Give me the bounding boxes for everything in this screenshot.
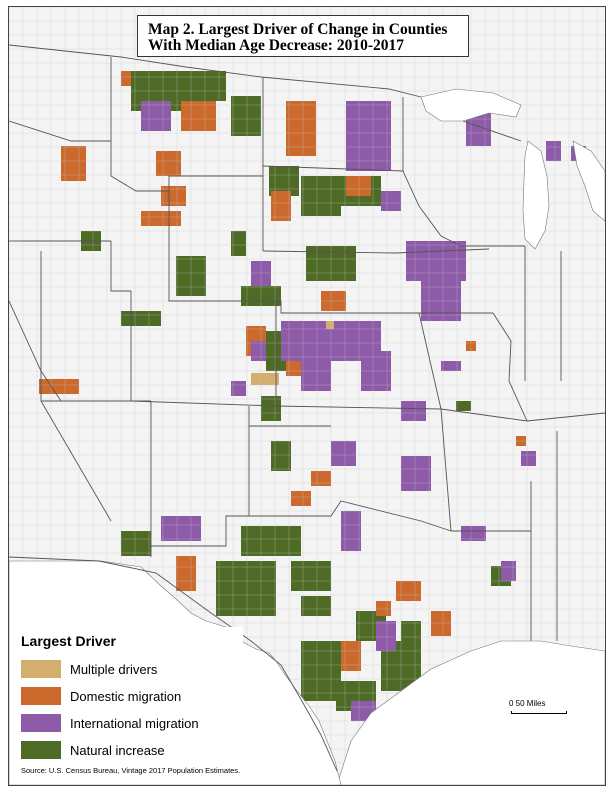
map-title-box: Map 2. Largest Driver of Change in Count…	[137, 15, 469, 57]
county-fill-international	[251, 341, 266, 361]
county-fill-natural	[301, 596, 331, 616]
county-fill-natural	[291, 561, 331, 591]
border-sd-ne	[262, 250, 397, 254]
county-fill-domestic	[376, 601, 391, 616]
county-fill-natural	[121, 311, 161, 326]
county-fill-international	[406, 241, 466, 281]
county-fill-international	[141, 101, 171, 131]
border-nd-sd	[262, 165, 404, 172]
county-fill-natural	[401, 621, 421, 641]
county-fill-natural	[231, 231, 246, 256]
border-ne-ks	[263, 300, 419, 314]
county-fill-international	[546, 141, 561, 161]
county-fill-international	[381, 191, 401, 211]
county-fill-international	[371, 121, 391, 161]
county-fill-international	[301, 361, 331, 391]
county-fill-domestic	[341, 641, 361, 671]
gulf-of-mexico	[336, 640, 605, 785]
county-fill-natural	[121, 531, 151, 556]
county-fill-natural	[261, 396, 281, 421]
border-nm-tx	[151, 515, 249, 547]
border-mn-wi	[402, 97, 462, 247]
source-note: Source: U.S. Census Bureau, Vintage 2017…	[21, 766, 241, 775]
legend: Largest Driver Multiple drivers Domestic…	[13, 627, 243, 763]
county-fill-natural	[186, 71, 226, 101]
border-wy-east	[168, 176, 263, 302]
county-fill-domestic	[121, 71, 131, 86]
county-fill-domestic	[141, 211, 181, 226]
county-fill-natural	[241, 526, 301, 556]
county-fill-international	[231, 381, 246, 396]
county-fill-international	[461, 526, 486, 541]
county-fill-natural	[216, 561, 276, 616]
county-fill-domestic	[176, 556, 196, 591]
county-fill-domestic	[346, 176, 371, 196]
county-fill-natural	[301, 176, 341, 216]
map-title-line1: Map 2. Largest Driver of Change in Count…	[148, 21, 448, 38]
county-fill-domestic	[61, 146, 86, 181]
legend-label-international: International migration	[70, 715, 199, 731]
border-co-nm	[130, 301, 277, 407]
scale-bar: 0 50 Miles	[509, 699, 573, 719]
county-fill-international	[331, 441, 356, 466]
border-canada	[9, 44, 422, 98]
county-fill-natural	[271, 441, 291, 471]
border-ok-east	[440, 408, 452, 532]
county-fill-international	[341, 511, 361, 551]
legend-item-domestic-migration: Domestic migration	[21, 686, 181, 706]
county-fill-domestic	[156, 151, 181, 176]
border-mo-east	[492, 312, 528, 422]
border-wa-or	[9, 120, 111, 142]
scale-bar-label: 0 50 Miles	[509, 699, 546, 708]
legend-label-domestic: Domestic migration	[70, 688, 182, 704]
county-fill-international	[376, 621, 396, 651]
county-fill-international	[161, 516, 201, 541]
lake-michigan	[522, 140, 550, 250]
county-fill-international	[401, 401, 426, 421]
county-fill-natural	[231, 96, 261, 136]
border-mexico	[9, 556, 338, 772]
border-id-mt	[110, 141, 169, 192]
legend-swatch-multiple	[21, 660, 61, 678]
state-borders	[9, 44, 605, 772]
legend-swatch-natural	[21, 741, 61, 759]
legend-label-multiple: Multiple drivers	[70, 661, 158, 677]
legend-label-natural: Natural increase	[70, 742, 165, 758]
county-fill-domestic	[396, 581, 421, 601]
legend-item-international-migration: International migration	[21, 713, 199, 733]
county-fill-natural	[456, 401, 471, 411]
county-fill-domestic	[286, 101, 316, 156]
border-ut	[110, 241, 131, 292]
border-tn-ky	[526, 412, 605, 422]
lake-superior	[420, 88, 522, 122]
legend-item-multiple-drivers: Multiple drivers	[21, 659, 157, 679]
border-ks-ok	[275, 405, 442, 410]
county-fill-multiple	[251, 373, 279, 385]
county-fill-domestic	[39, 379, 79, 394]
county-fill-multiple	[326, 321, 334, 329]
county-fill-domestic	[431, 611, 451, 636]
border-ks-mo	[418, 312, 442, 410]
legend-title: Largest Driver	[21, 633, 116, 649]
border-mi-up	[462, 120, 522, 142]
county-fill-international	[521, 451, 536, 466]
county-fill-international	[401, 456, 431, 491]
border-mn-ia	[395, 248, 490, 254]
legend-item-natural-increase: Natural increase	[21, 740, 165, 760]
legend-swatch-domestic	[21, 687, 61, 705]
lake-huron	[572, 140, 605, 222]
county-fill-natural	[301, 641, 341, 701]
county-fill-domestic	[291, 491, 311, 506]
map-title-line2: With Median Age Decrease: 2010-2017	[148, 37, 404, 54]
legend-swatch-international	[21, 714, 61, 732]
county-fill-international	[501, 561, 516, 581]
scale-bar-line	[511, 711, 567, 714]
county-fill-domestic	[311, 471, 331, 486]
border-mo-ar	[440, 408, 528, 422]
county-fill-international	[441, 361, 461, 371]
border-ca-east	[9, 300, 62, 402]
county-fill-domestic	[271, 191, 291, 221]
map-frame: Map 2. Largest Driver of Change in Count…	[8, 6, 606, 786]
county-fill-domestic	[181, 101, 216, 131]
